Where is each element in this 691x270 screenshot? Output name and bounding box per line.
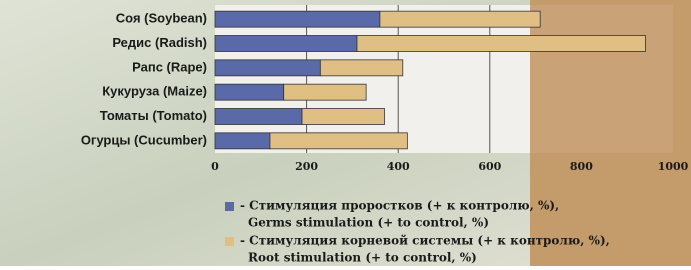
y-tick-label: Томаты (Tomato) (100, 108, 207, 123)
x-tick-label: 0 (211, 160, 219, 173)
bar (215, 60, 320, 76)
x-tick-label: 200 (295, 160, 318, 173)
x-tick-label: 600 (478, 160, 501, 173)
y-tick-label: Редис (Radish) (112, 35, 207, 50)
x-tick-label: 400 (387, 160, 410, 173)
bar (357, 36, 646, 52)
legend-label: Germs stimulation (+ to control, %) (248, 216, 489, 230)
y-tick-label: Кукуруза (Maize) (102, 84, 207, 99)
y-tick-label: Соя (Soybean) (116, 11, 207, 26)
bar (380, 11, 540, 27)
legend-label: Root stimulation (+ to control, %) (248, 251, 477, 265)
bar (270, 133, 407, 149)
y-tick-label: Рапс (Rape) (132, 59, 207, 74)
x-tick-label: 800 (570, 160, 593, 173)
legend-label: - Стимуляция корневой системы (+ к контр… (240, 234, 610, 248)
x-tick-label: 1000 (658, 160, 689, 173)
bar (215, 36, 357, 52)
legend-label: - Стимуляция проростков (+ к контролю, %… (240, 199, 559, 213)
bar (302, 109, 384, 125)
bar (215, 109, 302, 125)
y-tick-label: Огурцы (Cucumber) (81, 132, 207, 147)
legend-swatch (225, 202, 234, 211)
plot-area-right (530, 5, 673, 153)
bar (320, 60, 402, 76)
bar (284, 84, 366, 100)
legend-swatch (225, 237, 234, 246)
bar (215, 84, 284, 100)
bar (215, 133, 270, 149)
bar (215, 11, 380, 27)
chart: 0 200 400 600 800 1000 Соя (Soybean) Редис (Rad… (0, 0, 691, 266)
